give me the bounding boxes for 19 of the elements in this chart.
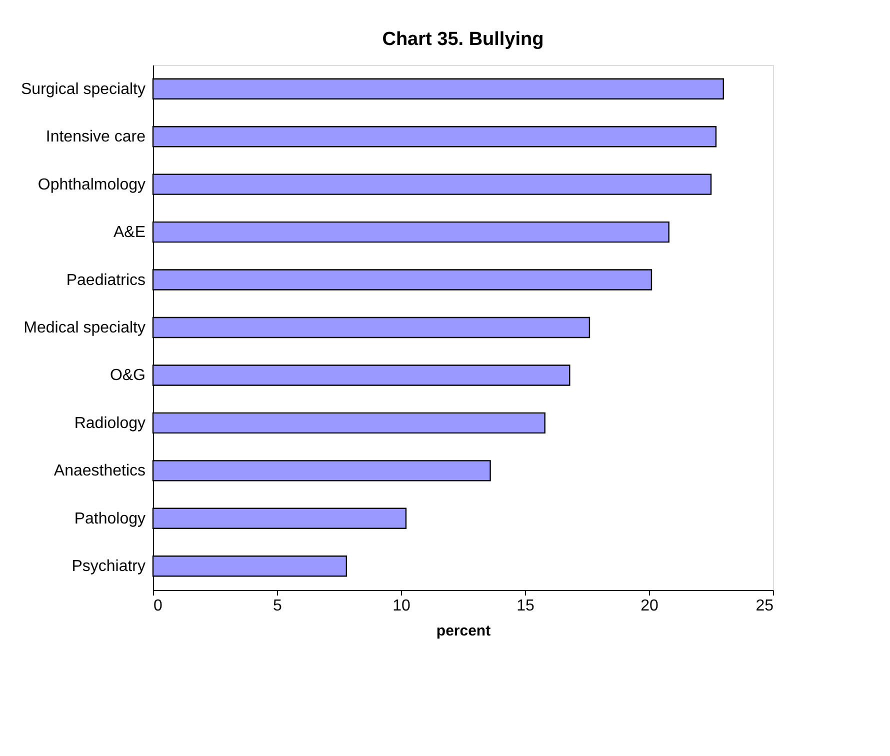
x-axis-title: percent (436, 622, 491, 640)
x-tick-label: 10 (392, 598, 410, 614)
x-tick-label: 5 (273, 598, 282, 614)
y-tick-label: Ophthalmology (38, 176, 146, 194)
x-tick-label: 0 (154, 598, 162, 614)
chart-title: Chart 35. Bullying (382, 29, 544, 50)
y-tick-label: Pathology (74, 510, 146, 528)
y-tick-label: Medical specialty (24, 320, 146, 336)
y-tick-label: A&E (113, 224, 146, 242)
y-tick-label: Radiology (74, 414, 146, 432)
x-tick-label: 25 (756, 598, 774, 614)
x-tick-label: 15 (516, 598, 534, 614)
y-tick-label: O&G (110, 367, 146, 384)
x-tick-label: 20 (640, 598, 658, 614)
y-tick-label: Intensive care (46, 128, 146, 146)
y-tick-label: Psychiatry (72, 558, 146, 576)
y-tick-label: Paediatrics (66, 272, 146, 289)
y-tick-label: Anaesthetics (54, 462, 146, 480)
y-tick-label: Surgical specialty (21, 80, 146, 98)
